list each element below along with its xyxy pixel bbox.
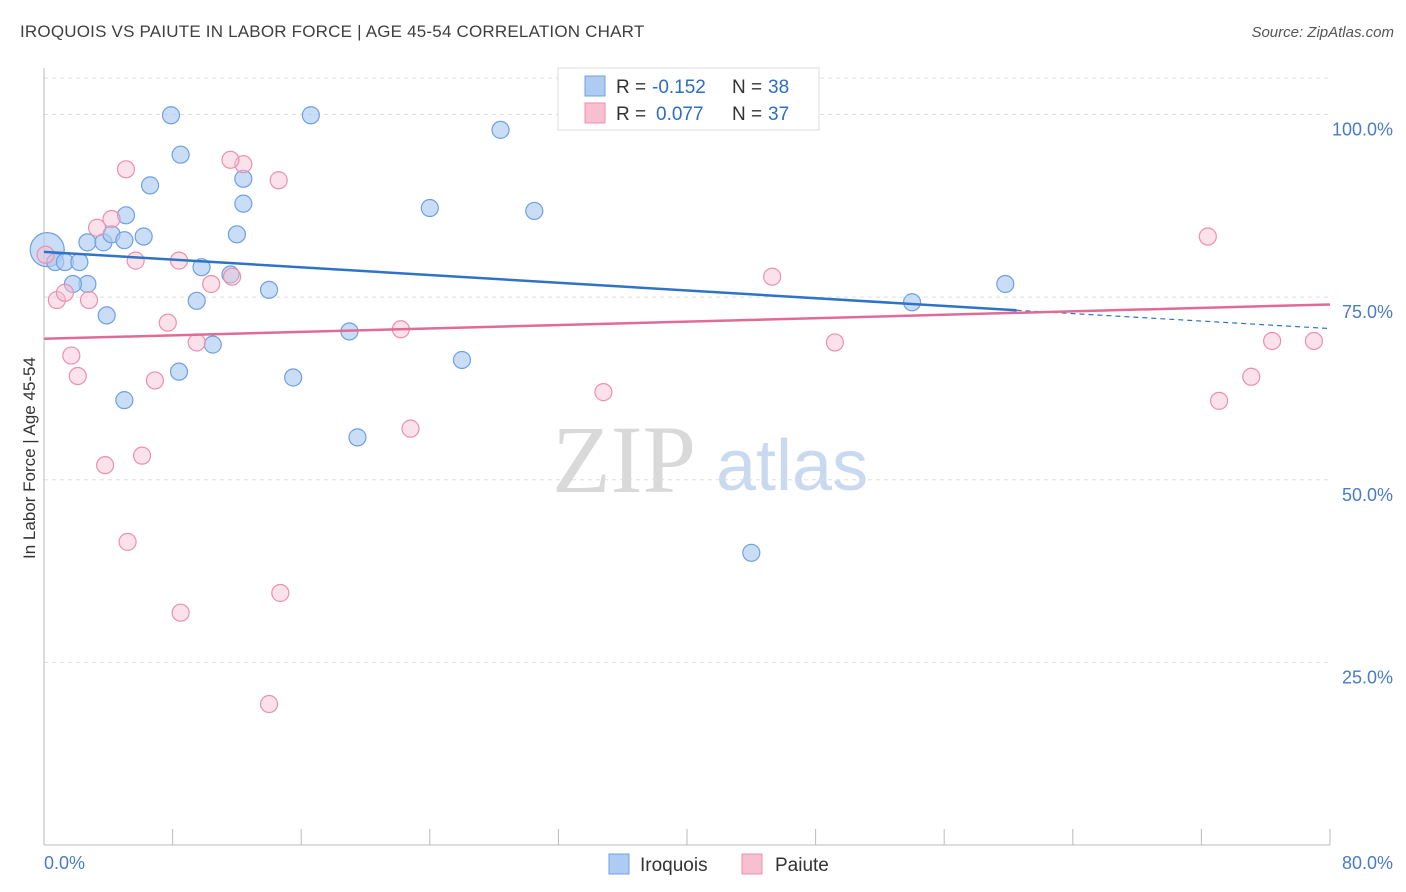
y-tick-label-2: 75.0% (1342, 302, 1393, 322)
legend-swatch-iroquois (584, 75, 606, 97)
x-tick-label-1: 80.0% (1342, 853, 1393, 873)
x-tick-label-0: 0.0% (44, 853, 85, 873)
paiute-point-7 (102, 209, 121, 229)
iroquois-point-26 (115, 391, 134, 410)
iroquois-point-17 (234, 169, 253, 188)
iroquois-point-35 (742, 543, 761, 562)
iroquois-point-34 (348, 428, 367, 447)
top-legend: R = -0.152 N = 38 R = 0.077 N = 37 (557, 67, 820, 131)
paiute-point-9 (116, 160, 136, 179)
iroquois-point-9 (115, 231, 134, 250)
iroquois-point-19 (227, 225, 246, 244)
paiute-point-10 (158, 313, 177, 332)
x-tick-labels: 0.0% 80.0% (44, 853, 1393, 873)
iroquois-trend-extension (1016, 309, 1331, 330)
paiute-point-32 (1209, 391, 1229, 410)
chart-title: IROQUOIS VS PAIUTE IN LABOR FORCE | AGE … (20, 22, 645, 41)
bottom-legend-label-paiute: Paiute (775, 855, 829, 876)
iroquois-point-18 (234, 194, 253, 213)
iroquois-trend-line (43, 250, 1017, 312)
iroquois-point-22 (259, 280, 279, 299)
iroquois-point-11 (134, 227, 153, 246)
legend-r-value-2: 0.077 (656, 104, 704, 125)
iroquois-point-13 (161, 106, 181, 125)
paiute-point-34 (1263, 331, 1282, 351)
iroquois-point-31 (491, 120, 510, 139)
y-tick-label-1: 50.0% (1342, 485, 1393, 505)
paiute-point-21 (118, 532, 137, 551)
legend-swatch-paiute (584, 102, 606, 124)
legend-n-label-1: N = (732, 77, 762, 98)
iroquois-point-24 (203, 335, 222, 354)
paiute-point-2 (55, 283, 74, 302)
source-label: Source: ZipAtlas.com (1251, 24, 1394, 41)
iroquois-point-5 (78, 233, 97, 252)
paiute-point-24 (259, 694, 279, 714)
paiute-point-31 (1198, 227, 1217, 246)
paiute-point-20 (132, 446, 152, 465)
y-axis-label: In Labor Force | Age 45-54 (20, 357, 39, 559)
legend-r-label-2: R = (616, 104, 646, 125)
iroquois-point-14 (171, 145, 190, 164)
iroquois-point-12 (116, 206, 136, 225)
iroquois-point-3 (70, 252, 89, 272)
paiute-point-12 (187, 333, 206, 352)
watermark: ZIP atlas (552, 406, 868, 513)
paiute-trend-line (43, 303, 1331, 341)
paiute-point-18 (145, 371, 165, 390)
paiute-point-3 (79, 290, 99, 310)
paiute-point-28 (763, 267, 782, 286)
paiute-point-33 (1242, 367, 1261, 386)
paiute-point-17 (269, 171, 288, 190)
paiute-point-4 (62, 346, 81, 365)
legend-r-label-1: R = (616, 77, 646, 98)
paiute-point-35 (1304, 331, 1324, 351)
y-tick-label-3: 100.0% (1332, 120, 1393, 140)
paiute-point-14 (222, 267, 242, 286)
paiute-point-27 (594, 383, 613, 402)
legend-n-value-2: 37 (768, 104, 789, 125)
axes (43, 68, 1331, 846)
watermark-atlas: atlas (716, 426, 868, 506)
paiute-point-6 (87, 218, 107, 237)
iroquois-point-25 (169, 362, 189, 381)
iroquois-point-30 (452, 350, 472, 370)
paiute-point-16 (221, 150, 240, 169)
bottom-legend-swatch-paiute (741, 853, 763, 875)
paiute-point-13 (202, 274, 221, 294)
iroquois-point-36 (902, 293, 922, 312)
y-tick-labels: 25.0% 50.0% 75.0% 100.0% (1332, 120, 1393, 688)
y-tick-label-0: 25.0% (1342, 667, 1393, 687)
iroquois-point-29 (420, 198, 439, 218)
trend-lines (43, 250, 1331, 341)
paiute-point-22 (171, 603, 190, 622)
paiute-point-26 (401, 419, 420, 438)
paiute-point-0 (36, 245, 55, 264)
iroquois-point-15 (140, 176, 160, 195)
paiute-point-5 (68, 366, 87, 386)
iroquois-point-20 (192, 258, 211, 277)
iroquois-point-27 (284, 368, 303, 387)
legend-r-value-1: -0.152 (652, 77, 706, 98)
bottom-legend-swatch-iroquois (608, 853, 630, 875)
iroquois-point-16 (301, 106, 320, 125)
legend-n-value-1: 38 (768, 77, 789, 98)
paiute-point-23 (271, 583, 290, 603)
iroquois-point-23 (187, 291, 206, 310)
iroquois-point-37 (996, 274, 1015, 294)
paiute-point-19 (95, 456, 115, 475)
watermark-zip: ZIP (552, 406, 696, 513)
paiute-point-8 (126, 251, 145, 270)
bottom-legend-label-iroquois: Iroquois (640, 855, 708, 876)
paiute-point-30 (825, 333, 844, 352)
legend-n-label-2: N = (732, 104, 762, 125)
bottom-legend: Iroquois Paiute (608, 853, 829, 876)
iroquois-point-10 (97, 306, 116, 325)
iroquois-point-32 (525, 201, 544, 221)
